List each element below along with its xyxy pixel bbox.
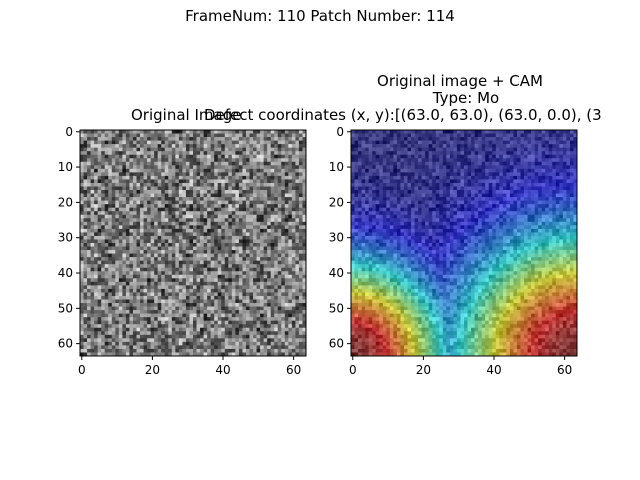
- cam-title-line-2: Type: Mo: [432, 89, 500, 107]
- cam-image-ytick-label: 30: [329, 231, 344, 245]
- cam-image-ytick-label: 0: [336, 125, 344, 139]
- cam-title-line-3: Defect coordinates (x, y):[(63.0, 63.0),…: [204, 106, 602, 124]
- cam-image-xtick-label: 0: [349, 363, 357, 377]
- cam-image-ytick-label: 10: [329, 160, 344, 174]
- cam-image-ytick-label: 60: [329, 337, 344, 351]
- original-image-xtick-label: 20: [145, 363, 160, 377]
- original-image-ytick-label: 60: [58, 337, 73, 351]
- original-image-ytick-label: 20: [58, 195, 73, 209]
- original-image-ytick-label: 50: [58, 301, 73, 315]
- cam-image-xtick-label: 40: [486, 363, 501, 377]
- cam-image-ytick-label: 50: [329, 301, 344, 315]
- original-image-ytick-label: 40: [58, 266, 73, 280]
- original-image-xtick-label: 40: [215, 363, 230, 377]
- cam-image-xtick-label: 20: [416, 363, 431, 377]
- original-image-ytick-label: 0: [65, 125, 73, 139]
- original-image-ytick-label: 10: [58, 160, 73, 174]
- cam-image-pixels: [351, 130, 578, 357]
- original-image-frame: [79, 129, 307, 357]
- cam-image-xtick-label: 60: [557, 363, 572, 377]
- cam-image-frame: [350, 129, 578, 357]
- original-image-xtick-label: 0: [78, 363, 86, 377]
- original-image-pixels: [80, 130, 307, 357]
- original-image-xtick-label: 60: [286, 363, 301, 377]
- cam-image-ytick-label: 40: [329, 266, 344, 280]
- cam-image-ytick-label: 20: [329, 195, 344, 209]
- original-image-ytick-label: 30: [58, 231, 73, 245]
- figure-suptitle: FrameNum: 110 Patch Number: 114: [185, 7, 455, 25]
- cam-title-line-1: Original image + CAM: [377, 72, 543, 90]
- left-plot-title: Original Image: [131, 106, 242, 124]
